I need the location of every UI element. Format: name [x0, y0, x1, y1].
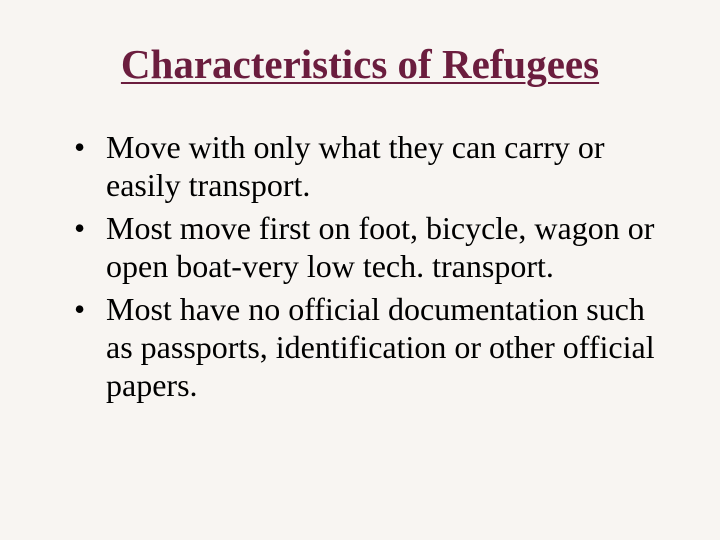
slide-title: Characteristics of Refugees	[50, 40, 670, 88]
bullet-item: Most move first on foot, bicycle, wagon …	[74, 209, 670, 286]
bullet-item: Most have no official documentation such…	[74, 290, 670, 405]
bullet-list: Move with only what they can carry or ea…	[50, 128, 670, 405]
bullet-item: Move with only what they can carry or ea…	[74, 128, 670, 205]
